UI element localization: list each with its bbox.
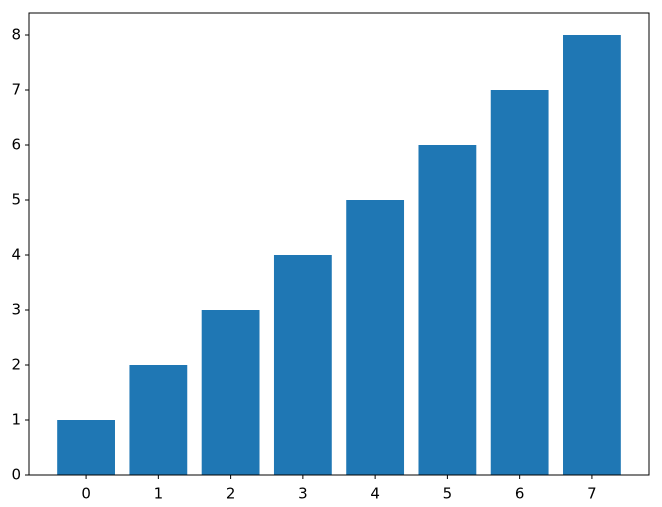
y-tick-label: 6 xyxy=(11,136,21,154)
y-tick-label: 1 xyxy=(11,411,21,429)
y-tick-label: 8 xyxy=(11,26,21,44)
bar xyxy=(490,90,549,475)
axes-frame xyxy=(28,12,650,476)
bar xyxy=(418,145,477,475)
bar xyxy=(201,310,260,475)
bar xyxy=(563,35,621,475)
y-tick-label: 4 xyxy=(11,246,21,264)
y-tick-label: 3 xyxy=(11,301,21,319)
bar xyxy=(346,200,405,475)
y-tick-label: 0 xyxy=(11,466,21,484)
x-tick-label: 2 xyxy=(226,485,236,503)
bar xyxy=(129,365,188,475)
y-tick-label: 7 xyxy=(11,81,21,99)
x-tick-label: 0 xyxy=(81,485,91,503)
x-tick-label: 1 xyxy=(154,485,164,503)
x-tick-label: 5 xyxy=(443,485,453,503)
y-tick-label: 2 xyxy=(11,356,21,374)
x-tick-label: 3 xyxy=(298,485,308,503)
x-tick-label: 7 xyxy=(587,485,597,503)
x-tick-label: 4 xyxy=(370,485,380,503)
bar xyxy=(57,420,115,475)
bar xyxy=(273,255,332,475)
y-tick-label: 5 xyxy=(11,191,21,209)
x-tick-label: 6 xyxy=(515,485,525,503)
